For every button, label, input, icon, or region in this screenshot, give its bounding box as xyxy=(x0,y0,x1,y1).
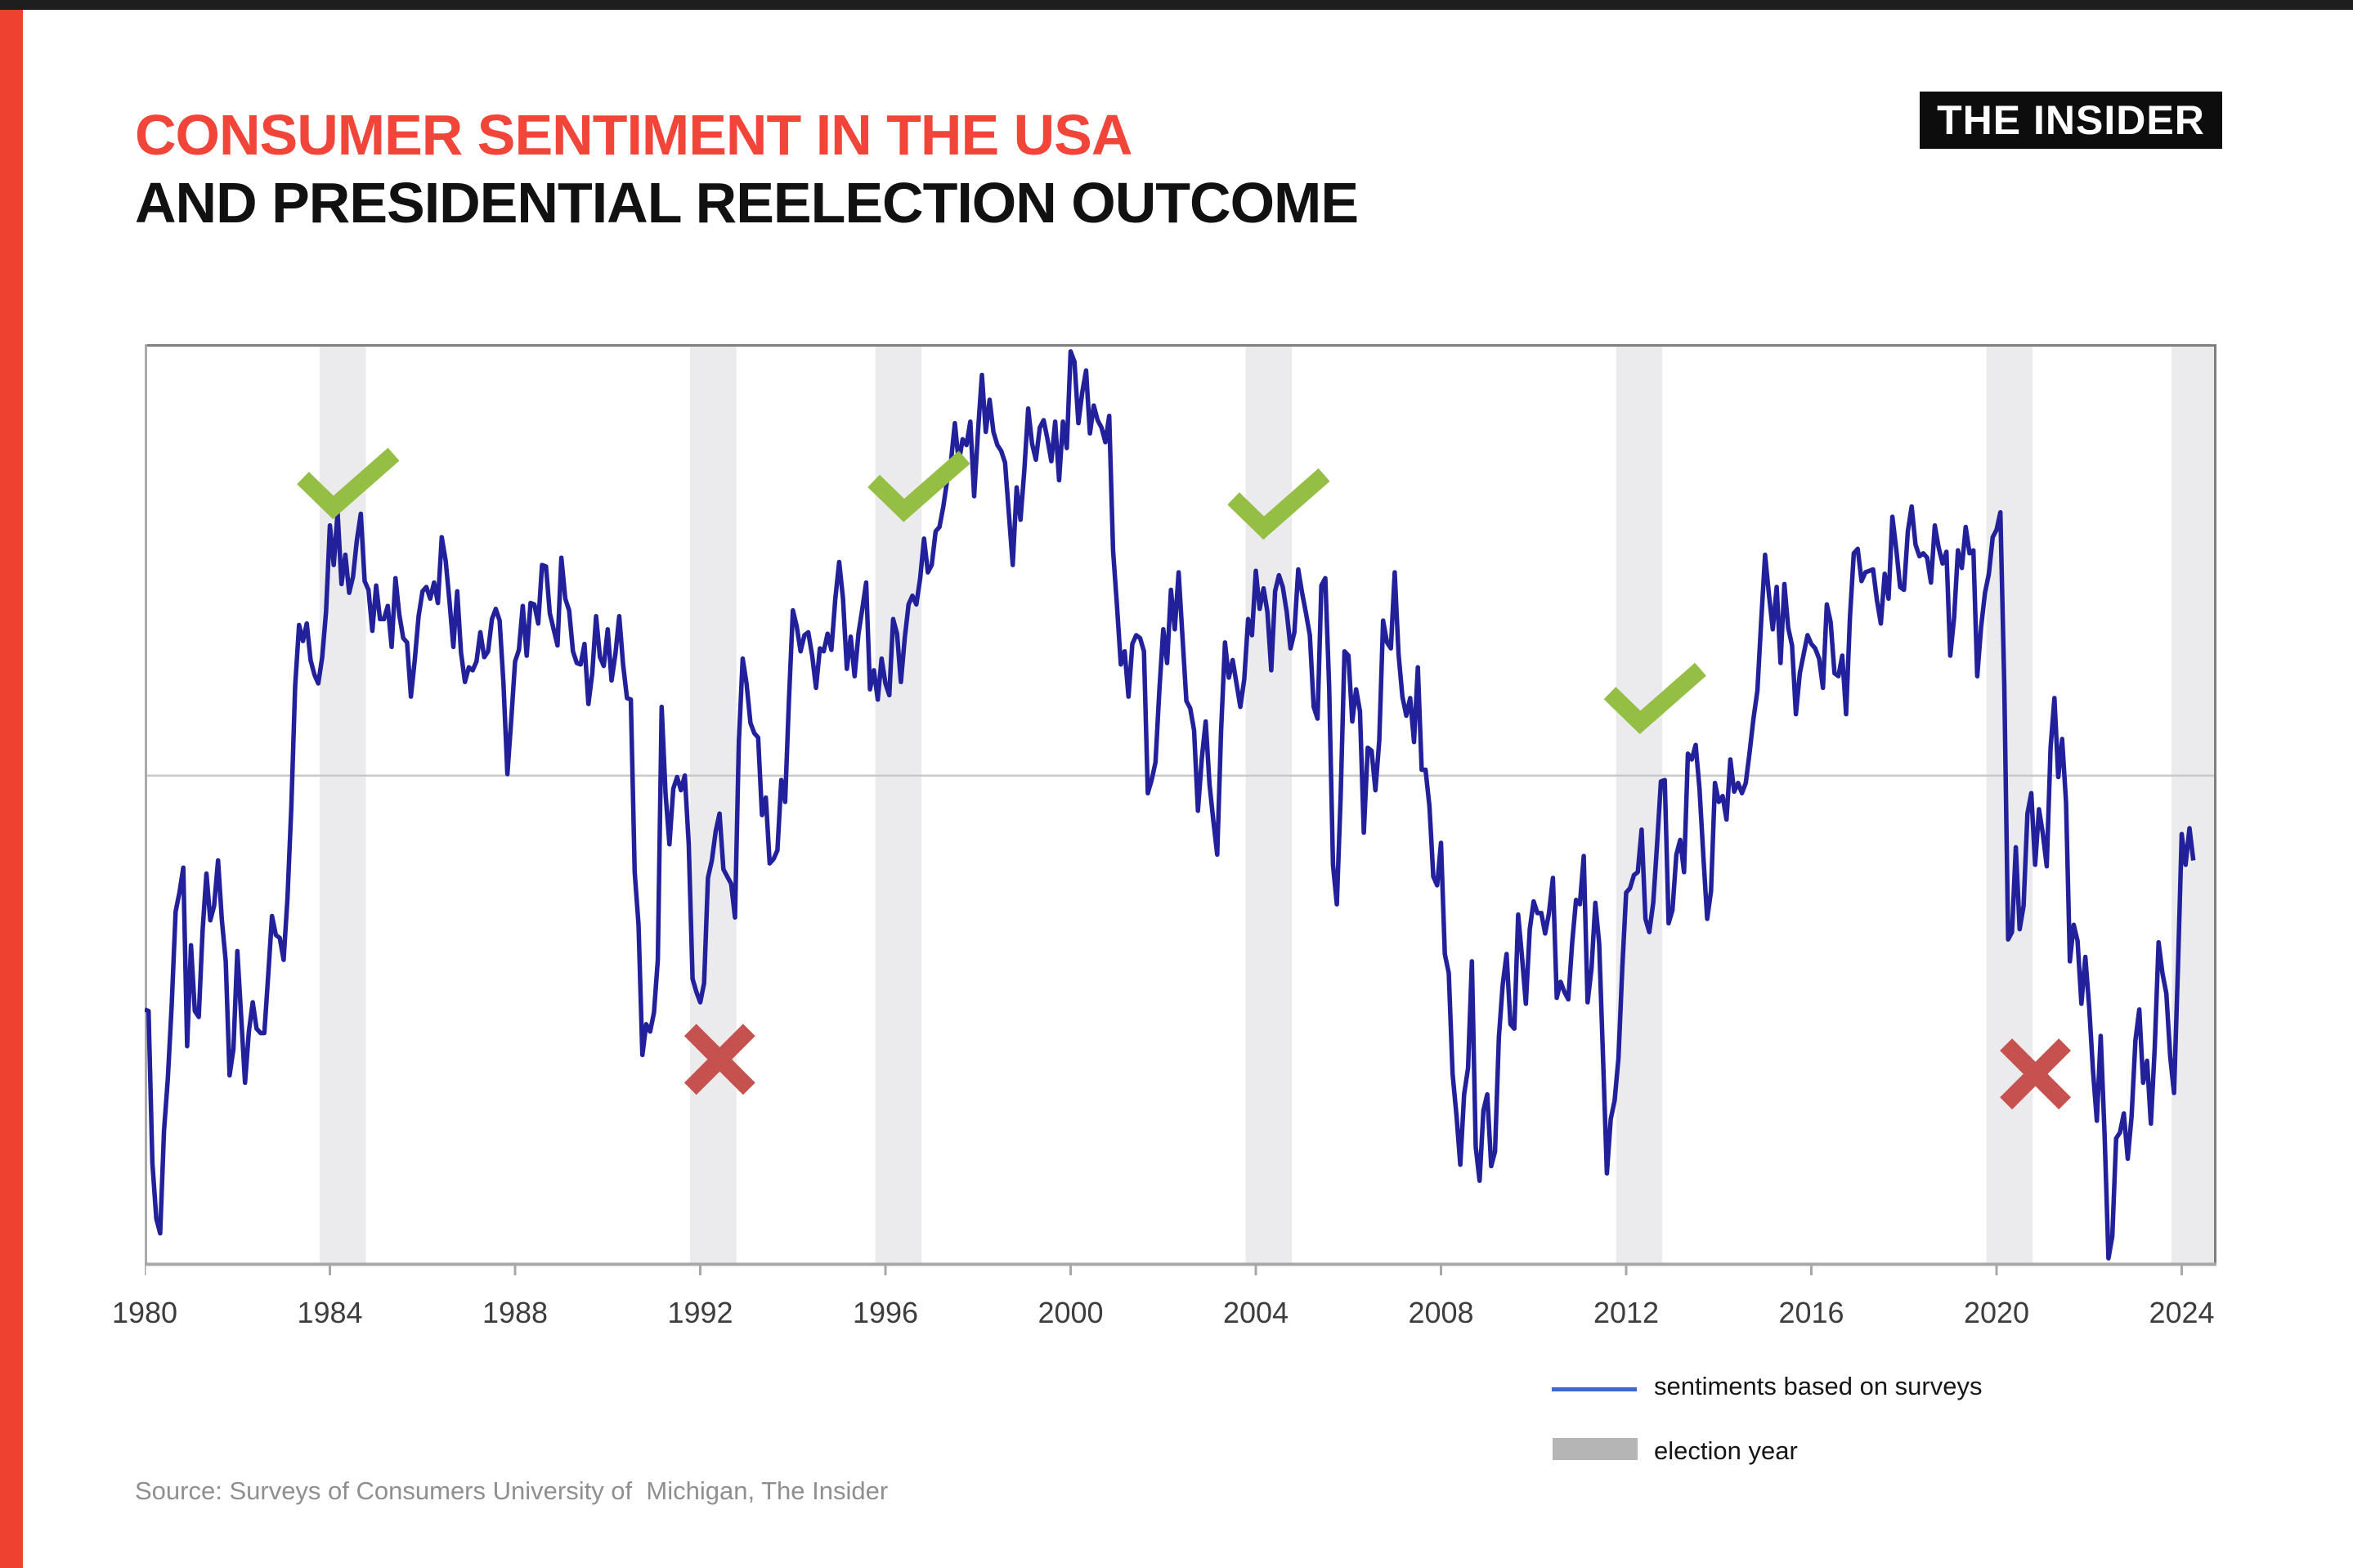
page-title: CONSUMER SENTIMENT IN THE USA xyxy=(135,103,1132,167)
legend-band-label: election year xyxy=(1654,1436,1798,1465)
x-axis-tick-label-2024: 2024 xyxy=(2149,1296,2215,1329)
x-axis-tick-label-1980: 1980 xyxy=(111,1296,178,1329)
source-note: Source: Surveys of Consumers University … xyxy=(135,1476,889,1505)
outcome-checkmark-icon-1984 xyxy=(297,447,400,519)
x-axis-tick-label-2008: 2008 xyxy=(1408,1296,1474,1329)
x-axis-tick-label-1988: 1988 xyxy=(482,1296,549,1329)
x-axis-tick-label-2004: 2004 xyxy=(1222,1296,1289,1329)
outcome-checkmark-icon-2012 xyxy=(1603,662,1706,734)
x-axis-tick-label-2000: 2000 xyxy=(1038,1296,1104,1329)
legend-line-label: sentiments based on surveys xyxy=(1654,1372,1983,1400)
election-year-band-2020 xyxy=(1986,347,2033,1265)
x-axis-tick-label-1984: 1984 xyxy=(297,1296,363,1329)
election-year-band-2024 xyxy=(2171,347,2216,1265)
election-year-band-2012 xyxy=(1616,347,1663,1265)
legend-line-swatch xyxy=(1552,1387,1637,1391)
x-axis-tick-label-1992: 1992 xyxy=(667,1296,733,1329)
sentiment-line xyxy=(145,349,2196,1261)
x-axis-tick-label-2020: 2020 xyxy=(1963,1296,2030,1329)
election-year-band-2004 xyxy=(1245,347,1293,1265)
legend-band-swatch xyxy=(1553,1438,1638,1460)
outcome-checkmark-icon-2004 xyxy=(1227,468,1330,540)
election-year-band-1992 xyxy=(690,347,737,1265)
brand-logo-text: THE INSIDER xyxy=(1937,97,2205,143)
outcome-checkmark-icon-1996 xyxy=(867,450,970,522)
outcome-cross-icon-2020 xyxy=(2000,1038,2072,1110)
x-axis-tick-label-1996: 1996 xyxy=(852,1296,919,1329)
left-accent-bar xyxy=(0,10,23,1568)
outcome-cross-icon-1992 xyxy=(683,1024,755,1095)
x-axis-tick-label-2012: 2012 xyxy=(1593,1296,1660,1329)
page-subtitle: AND PRESIDENTIAL REELECTION OUTCOME xyxy=(135,171,1359,235)
chart-plot xyxy=(145,344,2216,1275)
window-top-strip xyxy=(0,0,2353,10)
sentiment-chart xyxy=(145,344,2216,1278)
brand-logo: THE INSIDER xyxy=(1920,92,2222,149)
x-axis-tick-label-2016: 2016 xyxy=(1778,1296,1844,1329)
